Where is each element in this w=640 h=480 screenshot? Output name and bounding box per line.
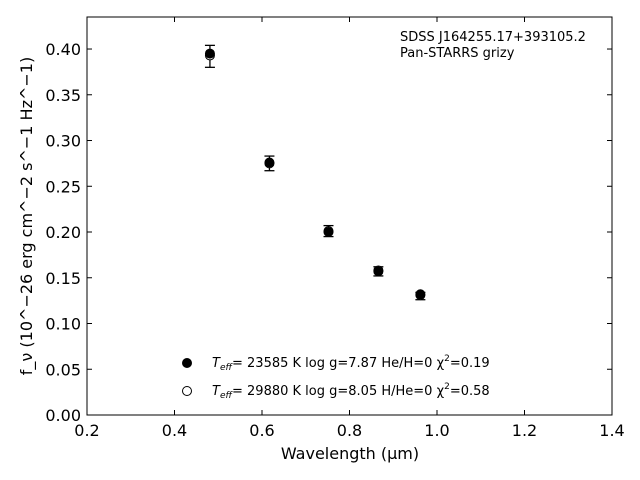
x-tick-label: 0.6 (249, 421, 274, 440)
y-tick-label: 0.30 (45, 132, 81, 151)
legend-entry-1: Teff= 23585 K log g=7.87 He/H=0 χ2=0.19 (212, 354, 490, 373)
model-point-filled (204, 48, 215, 59)
legend-1-chi: =0.19 (450, 356, 490, 371)
y-tick-label: 0.20 (45, 223, 81, 242)
x-axis-label: Wavelength (μm) (281, 444, 419, 463)
y-tick-label: 0.05 (45, 360, 81, 379)
legend-2-desc: = 29880 K log g=8.05 H/He=0 χ (232, 384, 445, 399)
legend-2-sup: 2 (444, 382, 450, 392)
model-point-filled (264, 157, 275, 168)
legend-1-sup: 2 (444, 354, 450, 364)
legend-1-teff: T (212, 356, 221, 371)
legend-marker-open (182, 386, 192, 396)
legend-1-desc: = 23585 K log g=7.87 He/H=0 χ (232, 356, 445, 371)
model-point-filled (323, 227, 334, 238)
x-tick-label: 0.8 (337, 421, 362, 440)
y-tick-label: 0.25 (45, 177, 81, 196)
legend: Teff= 23585 K log g=7.87 He/H=0 χ2=0.19 … (182, 354, 490, 401)
y-tick-label: 0.15 (45, 269, 81, 288)
y-tick-label: 0.00 (45, 406, 81, 425)
annotation-survey: Pan-STARRS grizy (400, 46, 515, 61)
model-point-filled (415, 289, 426, 300)
legend-2-teff-sub: eff (220, 391, 234, 401)
y-axis-label: f_ν (10^−26 erg cm^−2 s^−1 Hz^−1) (17, 57, 37, 375)
plot-area (204, 44, 426, 301)
legend-2-chi: =0.58 (450, 384, 490, 399)
annotation-object-name: SDSS J164255.17+393105.2 (400, 30, 586, 45)
model-point-filled (373, 266, 384, 277)
y-tick-label: 0.35 (45, 86, 81, 105)
x-tick-label: 0.4 (162, 421, 187, 440)
legend-marker-filled (182, 358, 192, 368)
x-tick-label: 1.4 (599, 421, 624, 440)
x-tick-label: 1.0 (424, 421, 449, 440)
legend-1-teff-sub: eff (220, 363, 234, 373)
x-tick-label: 1.2 (512, 421, 537, 440)
legend-2-teff: T (212, 384, 221, 399)
y-tick-label: 0.10 (45, 315, 81, 334)
axes: 0.2 0.4 0.6 0.8 1.0 1.2 1.4 0.00 0.05 0.10 0.15 0.2… (45, 16, 625, 440)
y-tick-label: 0.40 (45, 40, 81, 59)
x-tick-label: 0.2 (74, 421, 99, 440)
legend-entry-2: Teff= 29880 K log g=8.05 H/He=0 χ2=0.58 (212, 382, 490, 401)
